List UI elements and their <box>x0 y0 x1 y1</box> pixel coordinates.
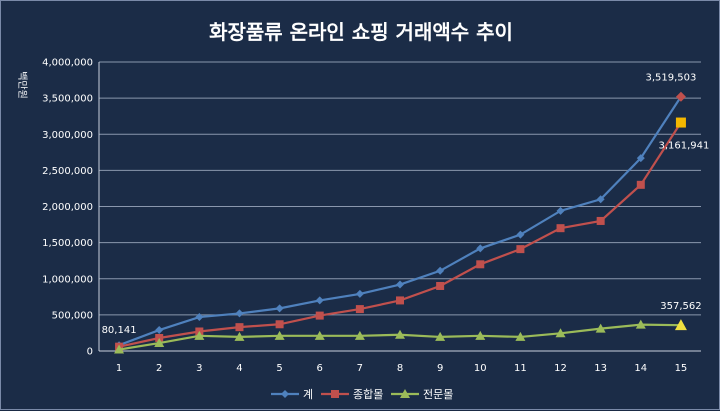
y-tick-labels: 0 500,000 1,000,000 1,500,000 2,000,000 2,500… <box>42 58 93 358</box>
data-labels: 80,141 3,519,503 3,161,941 357,562 <box>102 73 710 336</box>
data-point <box>516 230 525 239</box>
data-point <box>636 180 645 189</box>
data-point <box>355 289 364 298</box>
y-tick-label: 0 <box>87 347 93 358</box>
data-point <box>154 338 165 348</box>
x-tick-labels: 1 2 3 4 5 6 7 8 9 10 11 12 13 14 15 <box>116 363 687 374</box>
y-tick-label: 1,000,000 <box>42 274 93 285</box>
data-label: 357,562 <box>660 301 701 312</box>
data-point <box>436 281 445 290</box>
data-point <box>674 319 687 331</box>
x-tick-label: 3 <box>196 363 202 374</box>
x-tick-label: 5 <box>276 363 282 374</box>
series-lines <box>114 91 687 354</box>
legend-item-3: 전문몰 <box>391 388 453 401</box>
data-label: 3,161,941 <box>658 141 709 152</box>
data-point <box>354 330 365 340</box>
data-point <box>595 323 606 333</box>
data-point <box>436 266 445 275</box>
data-point <box>114 344 125 354</box>
y-tick-label: 3,000,000 <box>42 130 93 141</box>
y-tick-label: 2,000,000 <box>42 202 93 213</box>
x-tick-label: 9 <box>437 363 443 374</box>
data-point <box>235 323 244 332</box>
data-point <box>395 329 405 339</box>
data-point <box>556 206 565 215</box>
data-point <box>596 216 605 225</box>
data-point <box>355 305 364 314</box>
data-point <box>195 313 204 322</box>
legend-marker <box>400 389 410 398</box>
data-point <box>275 320 284 329</box>
x-tick-label: 1 <box>116 363 122 374</box>
data-point <box>555 328 566 338</box>
data-point <box>194 330 205 340</box>
data-point <box>476 244 485 253</box>
legend-marker <box>281 390 289 398</box>
data-point <box>314 330 325 340</box>
data-point <box>155 326 164 335</box>
data-point <box>396 296 404 305</box>
data-point <box>675 91 686 102</box>
y-tick-label: 3,500,000 <box>42 94 93 105</box>
y-axis-label: 백만원 <box>16 71 28 99</box>
legend-marker <box>331 390 339 398</box>
legend: 계 종합몰 전문몰 <box>271 388 453 401</box>
x-tick-label: 7 <box>357 363 363 374</box>
data-point <box>516 245 525 254</box>
x-tick-label: 6 <box>317 363 323 374</box>
data-label: 3,519,503 <box>645 73 696 84</box>
series-line <box>118 121 682 348</box>
data-point <box>274 330 285 340</box>
data-point <box>234 331 245 341</box>
x-tick-label: 11 <box>514 363 527 374</box>
y-tick-label: 4,000,000 <box>42 58 93 69</box>
x-tick-label: 12 <box>554 363 567 374</box>
legend-label: 전문몰 <box>423 388 453 401</box>
x-tick-label: 10 <box>474 363 487 374</box>
x-tick-label: 15 <box>675 363 688 374</box>
data-point <box>275 304 284 313</box>
chart-title: 화장품류 온라인 쇼핑 거래액수 추이 <box>209 20 513 44</box>
data-label: 80,141 <box>102 325 137 336</box>
y-tick-label: 1,500,000 <box>42 238 93 249</box>
series-3 <box>114 319 687 354</box>
x-tick-label: 13 <box>594 363 607 374</box>
data-point <box>515 331 526 341</box>
data-point <box>435 331 446 341</box>
x-tick-label: 2 <box>156 363 162 374</box>
data-point <box>396 280 404 289</box>
data-point <box>315 296 324 305</box>
data-point <box>235 309 244 318</box>
legend-label: 계 <box>303 388 313 401</box>
gridlines <box>98 61 701 352</box>
legend-label: 종합몰 <box>353 388 383 401</box>
y-tick-label: 500,000 <box>52 310 93 321</box>
y-tick-label: 2,500,000 <box>42 166 93 177</box>
data-point <box>556 224 565 233</box>
data-point <box>476 260 485 269</box>
x-tick-label: 8 <box>397 363 403 374</box>
data-point <box>155 333 164 342</box>
data-point <box>636 154 645 163</box>
x-tick-label: 4 <box>236 363 242 374</box>
legend-item-2: 종합몰 <box>321 388 383 401</box>
data-point <box>675 117 686 128</box>
legend-item-1: 계 <box>271 388 313 401</box>
data-point <box>475 330 486 340</box>
data-point <box>596 195 605 204</box>
x-tick-label: 14 <box>634 363 647 374</box>
data-point <box>315 311 324 320</box>
data-point <box>635 319 646 329</box>
